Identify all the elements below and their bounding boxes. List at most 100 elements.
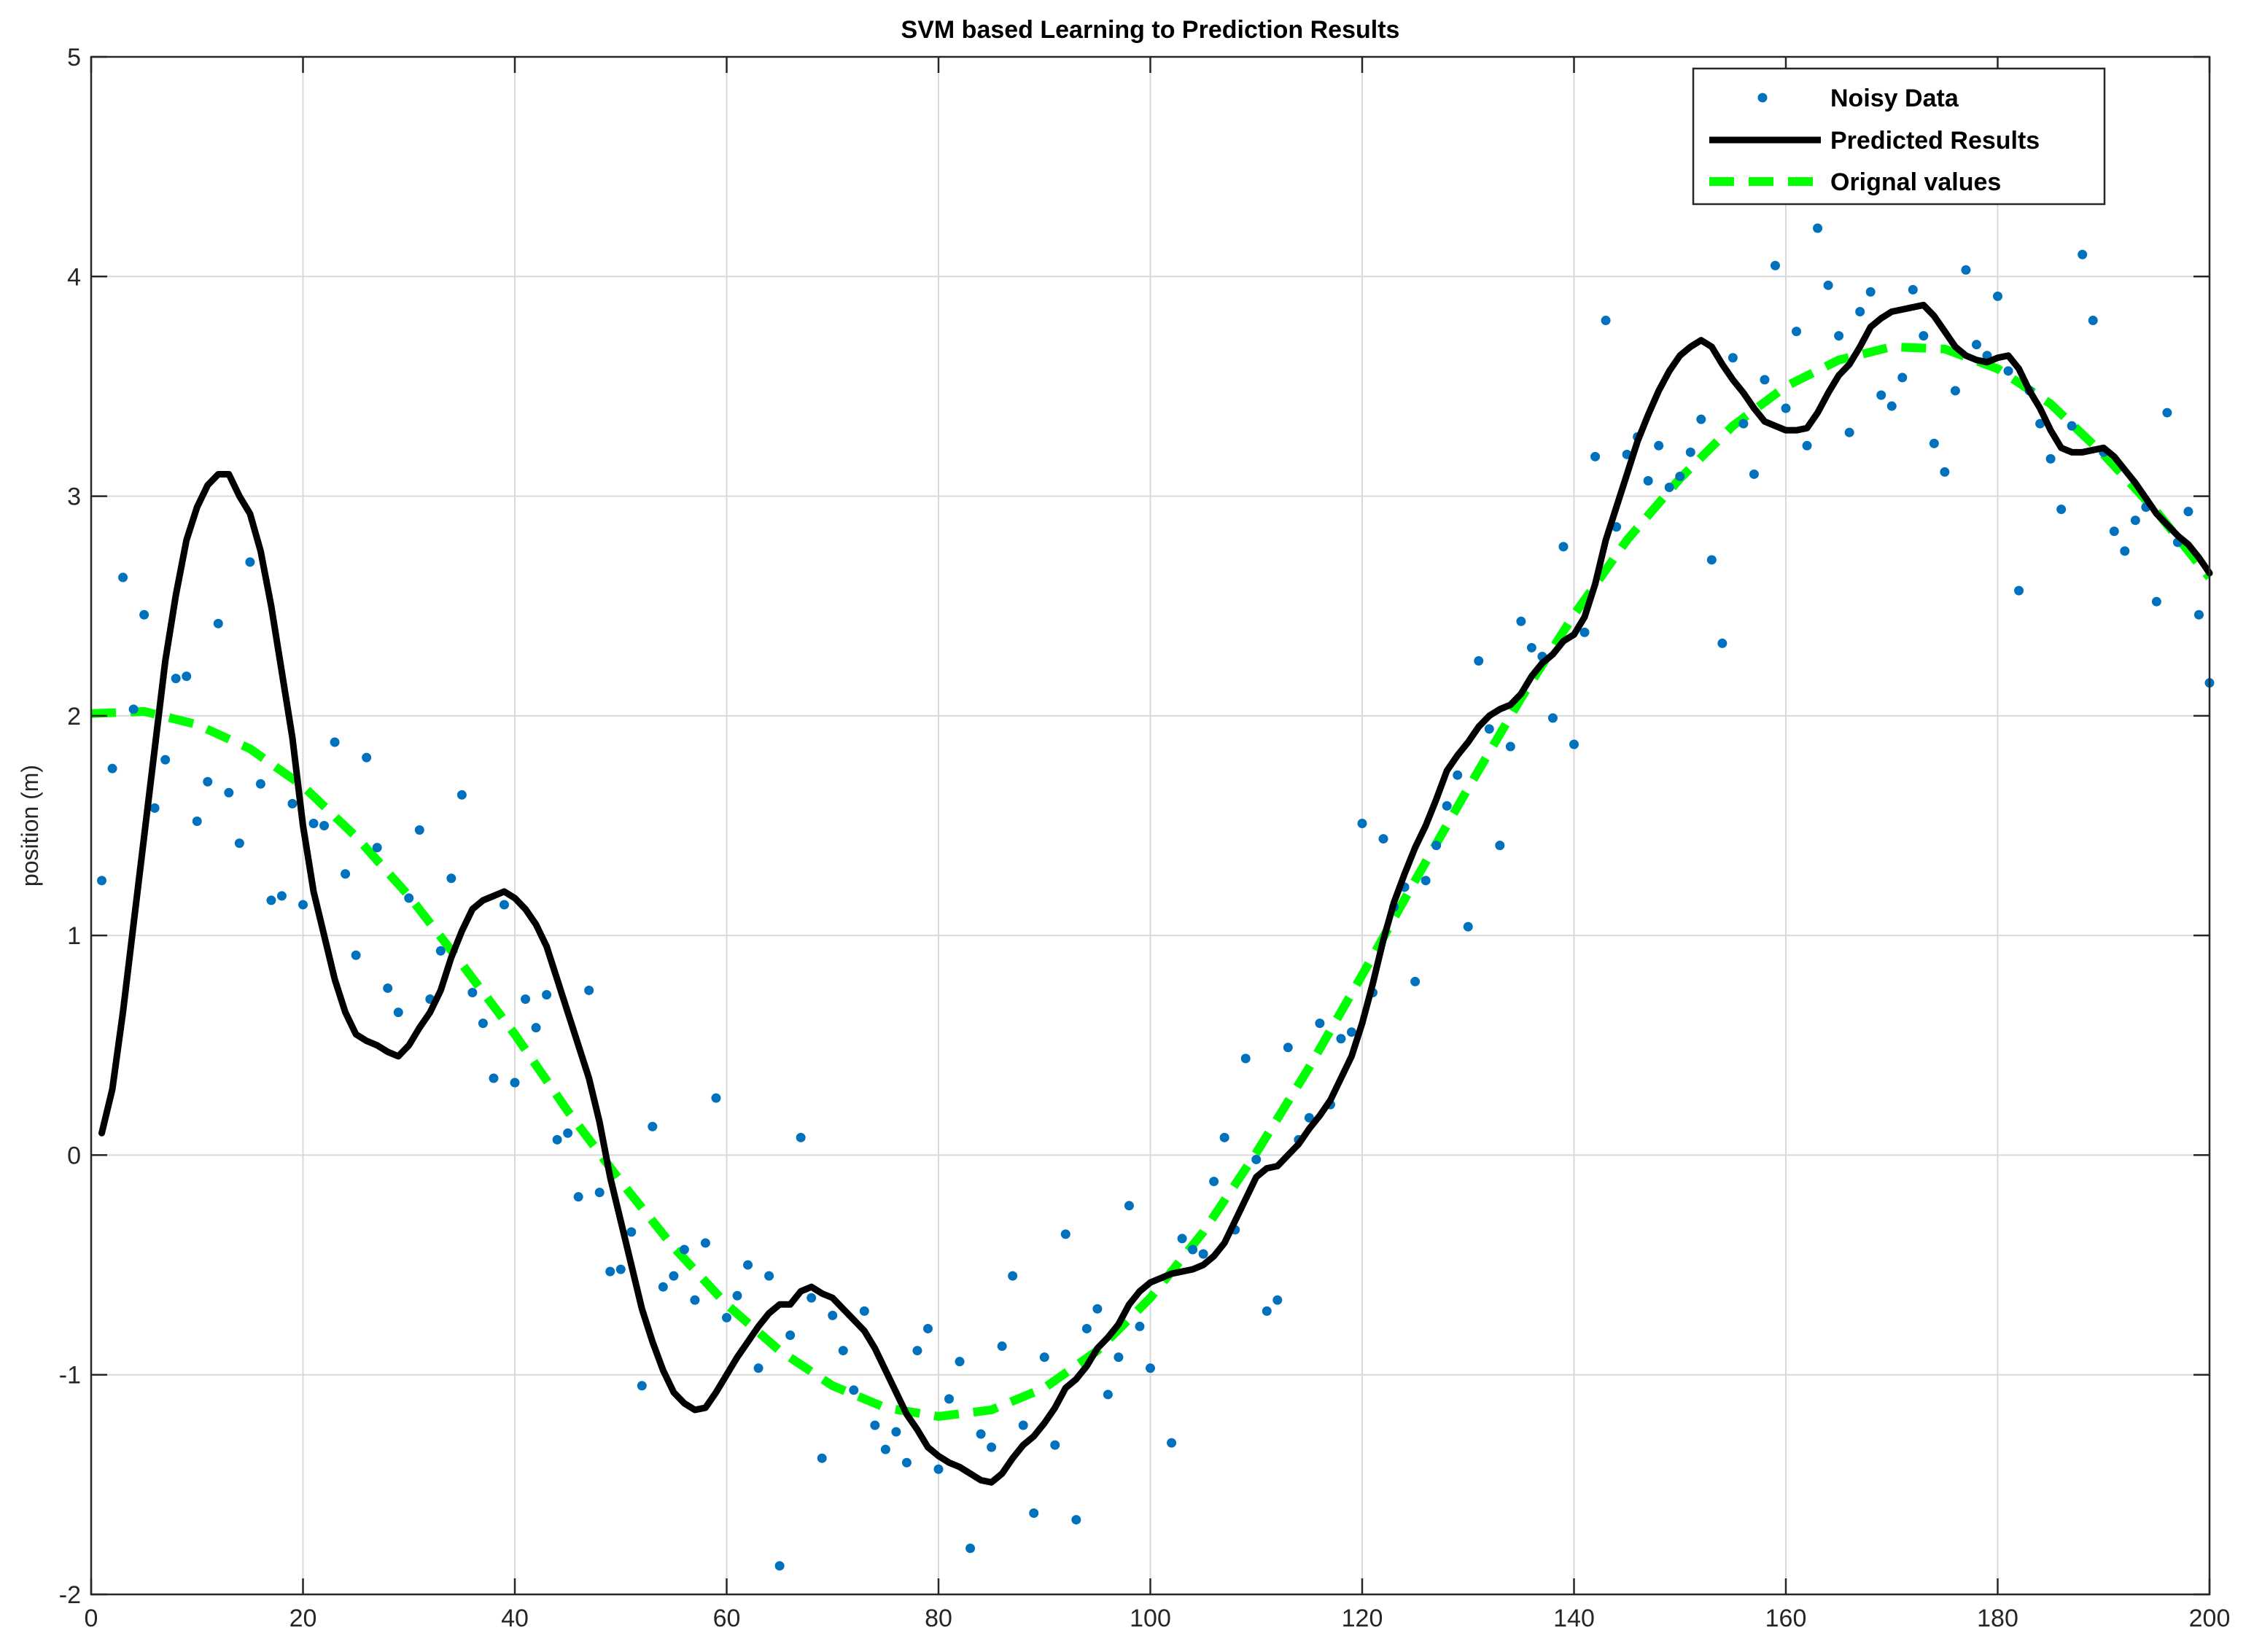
noisy-data-point — [1283, 1043, 1293, 1053]
noisy-data-point — [499, 900, 509, 910]
noisy-data-point — [1876, 390, 1886, 400]
noisy-data-point — [446, 873, 456, 884]
y-tick-label: 2 — [67, 703, 81, 730]
noisy-data-point — [1146, 1363, 1155, 1374]
noisy-data-point — [1198, 1249, 1208, 1259]
noisy-data-point — [1167, 1438, 1177, 1448]
noisy-data-point — [976, 1429, 986, 1439]
noisy-data-point — [1410, 976, 1421, 986]
noisy-data-point — [1442, 800, 1452, 811]
noisy-data-point — [1675, 471, 1685, 481]
noisy-data-point — [414, 825, 424, 835]
noisy-data-point — [1749, 469, 1759, 479]
noisy-data-point — [234, 838, 244, 849]
noisy-data-point — [965, 1543, 976, 1554]
noisy-data-point — [2193, 609, 2204, 620]
y-tick-label: 1 — [67, 922, 81, 950]
noisy-data-point — [1813, 223, 1823, 233]
noisy-data-point — [1304, 1113, 1314, 1123]
noisy-data-point — [287, 798, 298, 809]
noisy-data-point — [1844, 427, 1854, 437]
axis-ticks: 0 20 40 60 80 100 120 140 160 180 200 -2 -1 0 1 2 3 4 5 — [59, 44, 2231, 1632]
noisy-data-point — [2120, 546, 2130, 556]
noisy-data-point — [1919, 331, 1929, 341]
noisy-data-point — [1474, 656, 1484, 666]
noisy-data-point — [118, 572, 128, 583]
noisy-data-point — [1961, 265, 1971, 275]
noisy-data-point — [308, 818, 319, 828]
noisy-data-point — [192, 816, 202, 826]
noisy-data-point — [1823, 280, 1833, 290]
noisy-data-point — [615, 1264, 626, 1274]
noisy-data-point — [880, 1444, 890, 1454]
x-tick-label: 40 — [501, 1605, 529, 1632]
noisy-data-point — [2078, 249, 2088, 260]
noisy-data-point — [351, 950, 361, 960]
noisy-data-point — [1378, 834, 1388, 844]
noisy-data-point — [563, 1128, 573, 1138]
noisy-data-point — [1865, 287, 1876, 297]
noisy-data-point — [1971, 340, 1981, 350]
noisy-data-point — [521, 994, 531, 1005]
noisy-data-point — [1346, 1027, 1356, 1037]
noisy-data-point — [1664, 483, 1674, 493]
noisy-data-point — [722, 1312, 731, 1322]
noisy-data-point — [435, 946, 446, 956]
noisy-data-point — [1018, 1420, 1028, 1430]
noisy-data-point — [1579, 627, 1590, 637]
noisy-data-point — [1029, 1508, 1039, 1519]
noisy-data-point — [1526, 642, 1536, 652]
noisy-data-point — [1421, 876, 1431, 886]
noisy-data-point — [679, 1244, 689, 1255]
noisy-data-point — [2056, 504, 2067, 515]
noisy-data-point — [531, 1023, 541, 1033]
noisy-data-points — [97, 223, 2215, 1571]
noisy-data-point — [584, 985, 594, 995]
x-tick-label: 80 — [925, 1605, 952, 1632]
noisy-data-point — [1781, 403, 1791, 413]
noisy-data-point — [1008, 1271, 1018, 1281]
noisy-data-point — [245, 557, 255, 567]
noisy-data-point — [2088, 316, 2098, 326]
x-tick-label: 160 — [1765, 1605, 1807, 1632]
noisy-data-point — [1558, 542, 1569, 552]
noisy-data-point — [362, 752, 372, 763]
y-tick-label: 5 — [67, 44, 81, 71]
noisy-data-point — [1124, 1201, 1134, 1211]
noisy-data-point — [341, 869, 351, 879]
predicted-series-layer — [98, 301, 2213, 1486]
noisy-data-point — [2067, 421, 2077, 431]
noisy-data-point — [690, 1295, 700, 1305]
noisy-data-point — [1770, 260, 1780, 270]
noisy-data-point — [1547, 713, 1558, 723]
x-tick-label: 120 — [1342, 1605, 1383, 1632]
y-tick-label: 4 — [67, 263, 81, 291]
noisy-data-point — [552, 1134, 562, 1145]
noisy-data-point — [393, 1008, 403, 1018]
noisy-data-point — [901, 1457, 912, 1468]
noisy-data-point — [213, 618, 223, 628]
noisy-data-point — [107, 763, 117, 774]
noisy-data-point — [149, 803, 160, 813]
noisy-data-point — [383, 983, 393, 993]
noisy-data-point — [1050, 1440, 1060, 1450]
noisy-data-point — [1103, 1390, 1113, 1400]
noisy-data-point — [1897, 373, 1908, 383]
noisy-data-point — [912, 1346, 922, 1356]
noisy-data-point — [1569, 739, 1579, 749]
x-tick-label: 140 — [1553, 1605, 1595, 1632]
noisy-data-point — [1219, 1132, 1229, 1142]
noisy-data-point — [1696, 414, 1706, 424]
noisy-data-point — [510, 1078, 520, 1088]
noisy-data-point — [298, 900, 308, 910]
noisy-data-point — [2014, 585, 2024, 596]
noisy-data-point — [849, 1385, 859, 1395]
noisy-data-point — [1685, 447, 1695, 457]
noisy-data-point — [1706, 555, 1717, 565]
noisy-data-point — [1929, 438, 1939, 448]
noisy-data-point — [1357, 818, 1367, 828]
noisy-data-point — [1135, 1321, 1145, 1331]
noisy-data-point — [807, 1293, 817, 1303]
noisy-data-point — [700, 1238, 710, 1248]
